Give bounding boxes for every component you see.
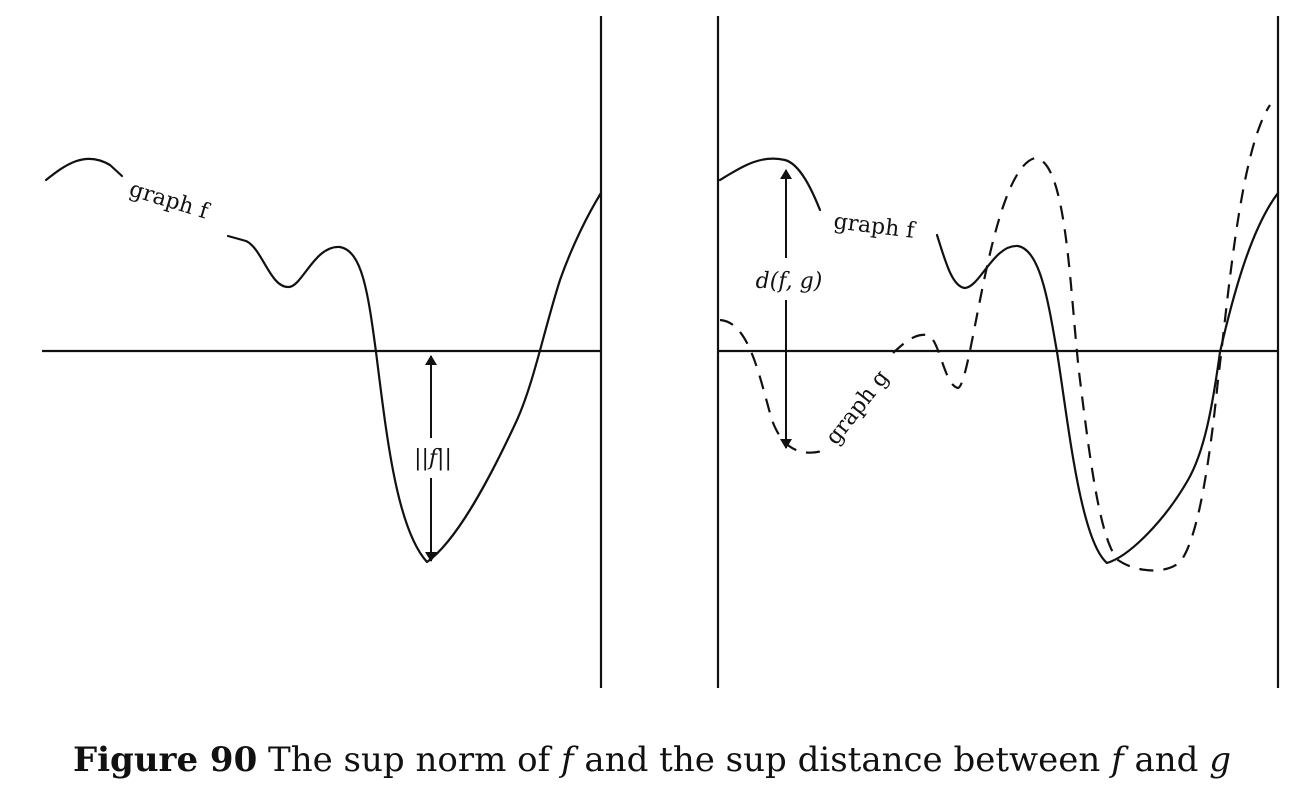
figure-caption: Figure 90 The sup norm of f and the sup … — [0, 740, 1304, 780]
right-graph-f-curve-start — [718, 157, 822, 212]
left-graph-f-curve-start — [44, 157, 124, 182]
left-graph-f-curve — [226, 191, 603, 564]
right-graph-f-curve — [935, 191, 1280, 565]
caption-figure-label: Figure 90 — [73, 740, 258, 780]
norm-label-bg — [412, 440, 452, 474]
right-graph-f-label: graph f — [832, 209, 917, 244]
caption-f-2: f — [1111, 740, 1124, 780]
caption-text-2: and the sup distance between — [573, 740, 1112, 780]
caption-g: g — [1209, 740, 1231, 780]
caption-f-1: f — [561, 740, 574, 780]
caption-text-1: The sup norm of — [257, 740, 562, 780]
right-graph-g-curve-start — [719, 318, 827, 454]
distance-label: d(f, g) — [756, 269, 823, 294]
left-graph-f-label: graph f — [126, 177, 213, 225]
norm-label: ||f|| — [414, 446, 452, 471]
left-panel: graph f ||f|| — [42, 16, 603, 688]
caption-text-3: and — [1123, 740, 1210, 780]
right-graph-g-curve — [892, 104, 1271, 572]
distance-label-bg — [746, 262, 832, 298]
right-graph-g-label: graph g — [821, 366, 894, 450]
right-panel: graph f graph g d(f, g) — [716, 16, 1280, 688]
